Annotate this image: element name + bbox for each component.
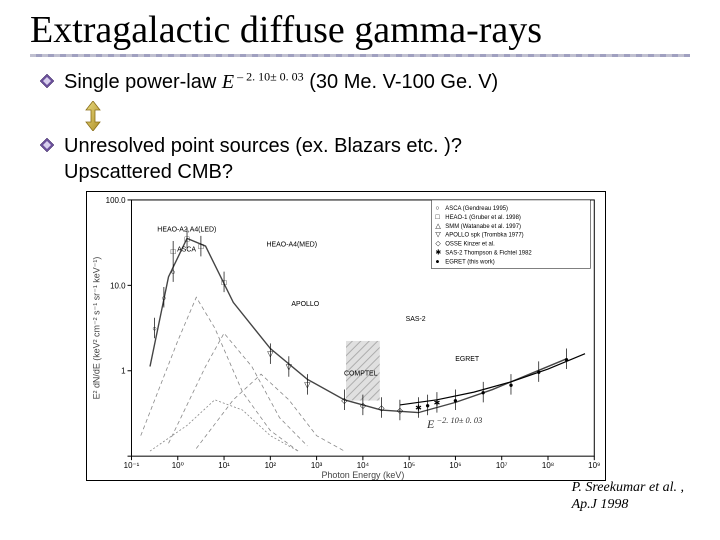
svg-text:ASCA (Gendreau 1995): ASCA (Gendreau 1995) — [445, 206, 508, 212]
svg-text:●: ● — [425, 401, 430, 410]
svg-text:○: ○ — [161, 293, 166, 302]
svg-text:●: ● — [435, 259, 439, 266]
svg-text:OSSE Kinzer et al.: OSSE Kinzer et al. — [445, 242, 495, 248]
svg-text:COMPTEL: COMPTEL — [344, 371, 378, 378]
svg-text:10⁻¹: 10⁻¹ — [124, 461, 140, 470]
svg-text:▽: ▽ — [435, 232, 441, 239]
svg-text:▽: ▽ — [304, 380, 311, 389]
svg-text:10⁶: 10⁶ — [449, 461, 461, 470]
svg-text:●: ● — [536, 368, 541, 377]
bullet-list: Single power-law E – 2. 10± 0. 03 (30 Me… — [40, 69, 690, 185]
svg-text:○: ○ — [152, 324, 157, 333]
svg-text:1: 1 — [121, 367, 126, 376]
svg-text:▽: ▽ — [267, 350, 274, 359]
svg-text:APOLLO spk (Trombka 1977): APOLLO spk (Trombka 1977) — [445, 233, 523, 239]
svg-text:□: □ — [199, 242, 204, 251]
powerlaw-annotation: E −2. 10± 0. 03 — [427, 416, 482, 432]
svg-text:□: □ — [185, 234, 190, 243]
svg-text:10⁹: 10⁹ — [588, 461, 600, 470]
svg-text:ASCA: ASCA — [177, 247, 196, 254]
slide-title: Extragalactic diffuse gamma-rays — [30, 8, 542, 52]
chart-svg: 1 10.0 100.0 10⁻¹ 10⁰ 10¹ 10² 10³ 10⁴ 10⁵ 10⁶ 10⁷ 10… — [87, 192, 605, 480]
svg-text:◇: ◇ — [341, 396, 348, 405]
svg-text:10.0: 10.0 — [110, 281, 126, 290]
svg-text:▽: ▽ — [286, 362, 293, 371]
svg-text:HEAO-A2,A4(LED): HEAO-A2,A4(LED) — [157, 227, 216, 234]
svg-text:10⁰: 10⁰ — [172, 461, 184, 470]
svg-text:SMM (Watanabe et al. 1997): SMM (Watanabe et al. 1997) — [445, 224, 521, 230]
svg-text:◇: ◇ — [360, 401, 367, 410]
b2-l2: Upscattered CMB? — [64, 161, 233, 183]
svg-text:✱: ✱ — [435, 249, 441, 257]
svg-text:●: ● — [509, 380, 514, 389]
svg-text:10²: 10² — [265, 461, 277, 470]
svg-text:□: □ — [171, 247, 176, 256]
citation-line2: Ap.J 1998 — [572, 497, 629, 512]
bullet-2-text: Unresolved point sources (ex. Blazars et… — [64, 133, 462, 185]
svg-text:◇: ◇ — [397, 406, 404, 415]
svg-text:✱: ✱ — [434, 398, 441, 407]
b1-prefix: Single power-law — [64, 71, 222, 93]
citation-line1: P. Sreekumar et al. , — [572, 480, 684, 495]
b1-E: E — [222, 71, 234, 93]
svg-text:100.0: 100.0 — [106, 196, 126, 205]
svg-text:EGRET: EGRET — [455, 356, 480, 363]
svg-text:10¹: 10¹ — [218, 461, 230, 470]
b1-exp: – 2. 10± 0. 03 — [234, 69, 304, 83]
svg-text:10⁷: 10⁷ — [496, 461, 508, 470]
svg-text:10⁴: 10⁴ — [357, 461, 370, 470]
bullet-2: Unresolved point sources (ex. Blazars et… — [40, 133, 690, 185]
svg-text:SAS-2: SAS-2 — [406, 316, 426, 323]
title-block: Extragalactic diffuse gamma-rays — [30, 8, 690, 57]
svg-text:●: ● — [453, 396, 458, 405]
slide: Extragalactic diffuse gamma-rays Single … — [0, 0, 720, 540]
svg-text:10³: 10³ — [311, 461, 323, 470]
spectrum-chart: 1 10.0 100.0 10⁻¹ 10⁰ 10¹ 10² 10³ 10⁴ 10⁵ 10⁶ 10⁷ 10… — [86, 191, 606, 481]
svg-text:●: ● — [564, 355, 569, 364]
double-arrow-icon — [80, 101, 106, 131]
svg-text:E² dN/dE (keV² cm⁻² s⁻¹ sr⁻¹: E² dN/dE (keV² cm⁻² s⁻¹ sr⁻¹ keV⁻¹) — [92, 257, 102, 400]
svg-text:10⁸: 10⁸ — [542, 461, 554, 470]
svg-text:APOLLO: APOLLO — [291, 301, 319, 308]
svg-text:HEAO-1 (Gruber et al. 1998): HEAO-1 (Gruber et al. 1998) — [445, 215, 521, 221]
bullet-1: Single power-law E – 2. 10± 0. 03 (30 Me… — [40, 69, 690, 95]
diamond-bullet-icon — [40, 138, 54, 152]
svg-text:○: ○ — [171, 268, 176, 277]
svg-text:10⁵: 10⁵ — [403, 461, 415, 470]
diamond-bullet-icon — [40, 74, 54, 88]
svg-text:◇: ◇ — [378, 403, 385, 412]
svg-text:✱: ✱ — [415, 403, 422, 412]
b2-l1: Unresolved point sources (ex. Blazars et… — [64, 135, 462, 157]
title-underline — [30, 54, 690, 57]
svg-text:EGRET (this work): EGRET (this work) — [445, 260, 494, 266]
svg-text:Photon Energy (keV): Photon Energy (keV) — [321, 470, 404, 480]
b1-suffix: (30 Me. V-100 Ge. V) — [304, 71, 499, 93]
svg-text:●: ● — [481, 388, 486, 397]
bullet-1-text: Single power-law E – 2. 10± 0. 03 (30 Me… — [64, 69, 498, 95]
svg-text:◇: ◇ — [435, 241, 441, 248]
svg-text:SAS-2 Thompson & Fichtel 1982: SAS-2 Thompson & Fichtel 1982 — [445, 251, 531, 257]
svg-text:□: □ — [222, 278, 227, 287]
citation: P. Sreekumar et al. , Ap.J 1998 — [572, 480, 684, 514]
svg-text:HEAO-A4(MED): HEAO-A4(MED) — [267, 242, 318, 249]
updown-arrow — [80, 101, 690, 131]
svg-text:○: ○ — [435, 205, 439, 212]
svg-text:△: △ — [435, 223, 441, 230]
